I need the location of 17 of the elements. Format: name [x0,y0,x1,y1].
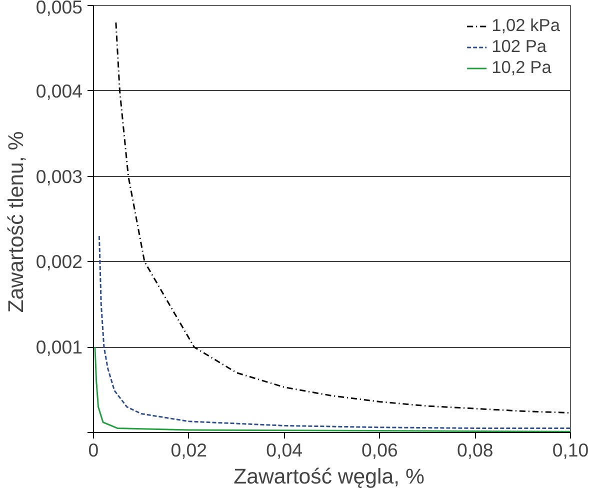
y-tick-label: 0,001 [36,336,82,358]
y-tick-label: 0,004 [36,80,82,102]
x-tick-label: 0 [88,440,99,460]
legend-label: 10,2 Pa [492,57,552,78]
legend-label: 1,02 kPa [492,15,560,36]
line-series [98,235,570,429]
x-tick-label: 0,08 [456,440,494,460]
x-tick-label: 0,06 [362,440,398,460]
y-tick-label: 0,003 [36,166,82,187]
x-axis-title: Zawartość węgla, % [234,464,424,488]
y-axis-title: Zawartość tlenu, % [4,131,28,313]
legend-label: 102 Pa [492,36,547,57]
x-tick-label: 0,04 [266,440,302,460]
x-tick-label: 0,02 [170,440,208,460]
y-tick-label: 0,002 [36,251,82,272]
y-tick-label: 0,005 [36,0,82,18]
x-tick-label: 0,10 [552,440,589,460]
